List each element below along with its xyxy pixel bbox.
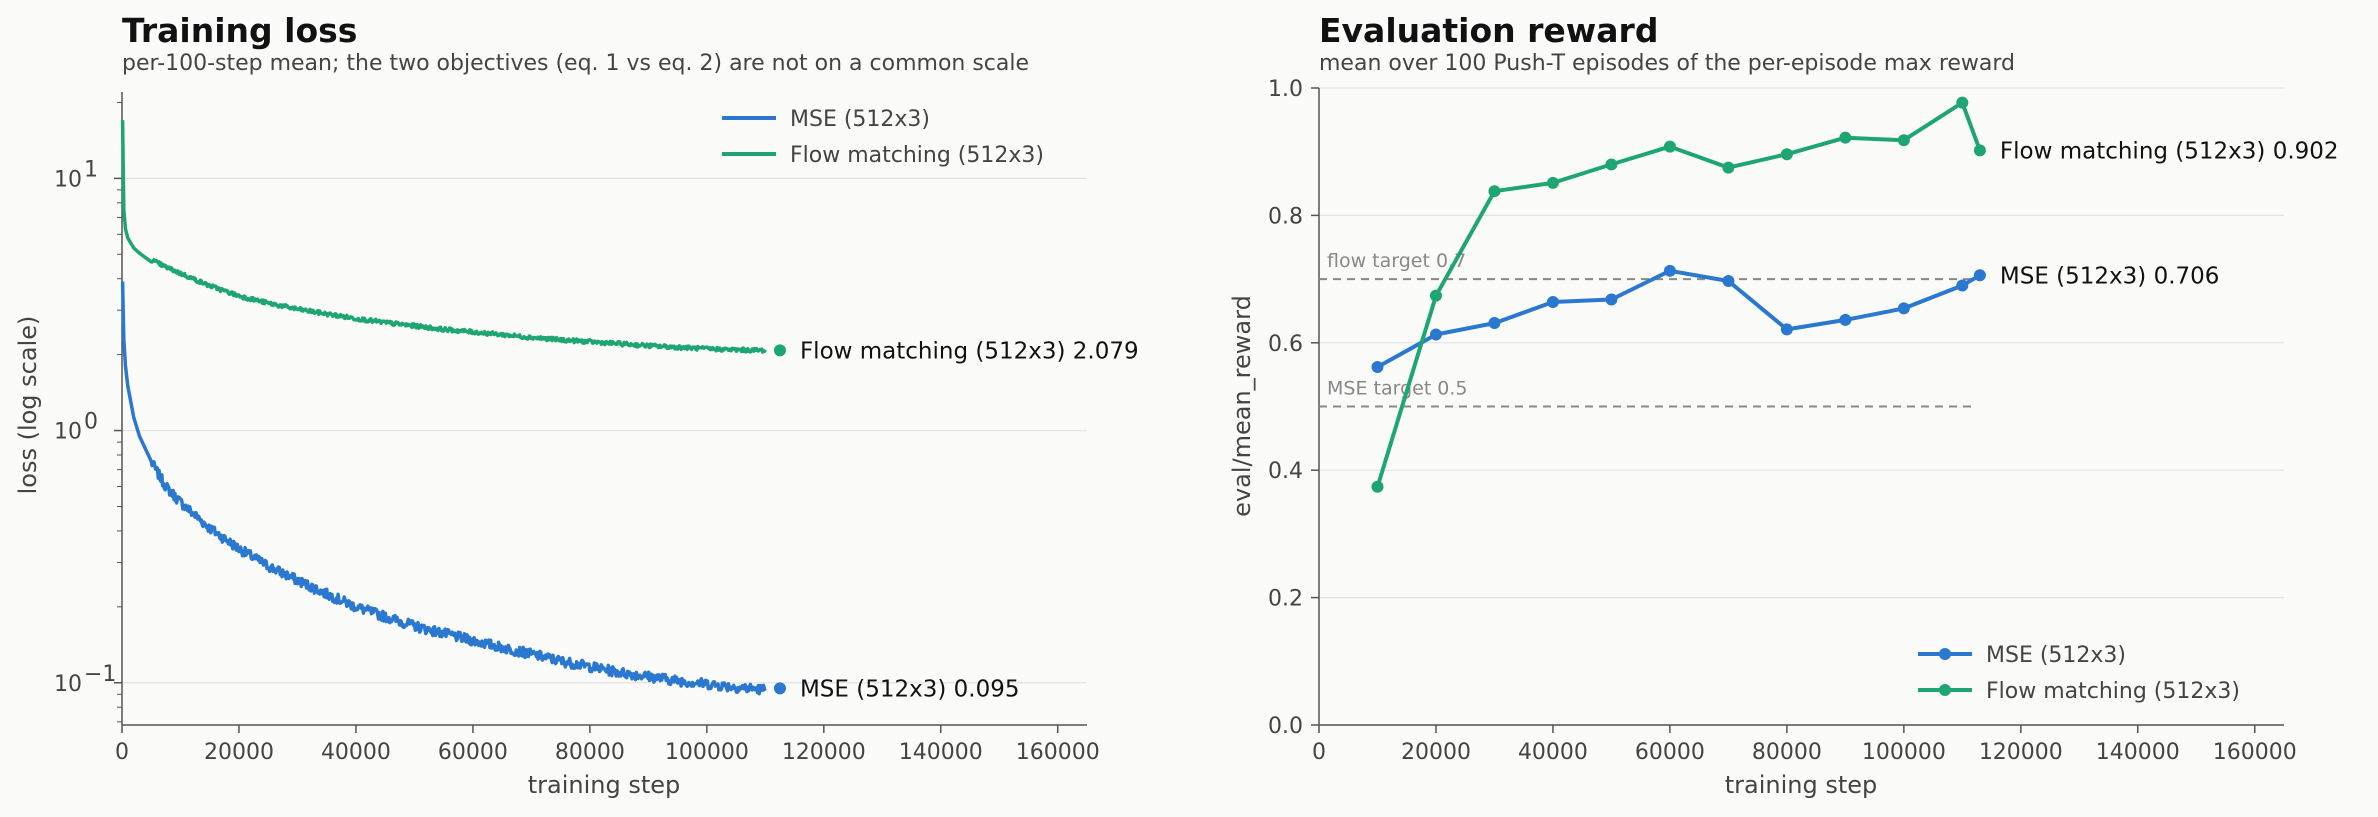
data-point xyxy=(1371,480,1384,493)
series-end-label: Flow matching (512x3) 0.902 xyxy=(2000,138,2339,164)
data-point xyxy=(1371,361,1384,374)
x-axis-label: training step xyxy=(1725,771,1878,799)
data-point xyxy=(1956,279,1969,292)
y-tick-label: 0.0 xyxy=(1268,714,1303,739)
y-tick-exponent: −1 xyxy=(84,662,116,687)
x-tick-label: 0 xyxy=(1312,740,1326,765)
plot-area: 0.0 0.2 0.4 0.6 0.8 1.0 0 20000 40000 60000 80000 1… xyxy=(1268,77,2339,765)
legend: MSE (512x3) Flow matching (512x3) xyxy=(722,107,1044,168)
series-line xyxy=(1376,268,1981,369)
x-tick-label: 20000 xyxy=(204,740,274,765)
x-tick-label: 120000 xyxy=(1979,740,2063,765)
data-point xyxy=(1897,302,1910,315)
panel-title: Training loss xyxy=(122,11,357,50)
data-point xyxy=(1973,144,1986,157)
series-end-point xyxy=(773,344,786,357)
data-point xyxy=(1973,269,1986,282)
legend-marker-flow xyxy=(1939,684,1951,696)
x-tick-label: 140000 xyxy=(2096,740,2180,765)
x-axis-label: training step xyxy=(528,771,681,799)
y-tick-exponent: 1 xyxy=(84,157,98,182)
panel-evaluation-reward: Evaluation reward mean over 100 Push-T e… xyxy=(1228,11,2339,799)
x-tick-label: 80000 xyxy=(1752,740,1822,765)
legend-label-mse: MSE (512x3) xyxy=(1986,643,2126,668)
x-tick-label: 80000 xyxy=(555,740,625,765)
data-point xyxy=(1488,317,1501,330)
x-tick-label: 140000 xyxy=(899,740,983,765)
series-end-label: Flow matching (512x3) 2.079 xyxy=(800,338,1139,364)
x-tick-label: 40000 xyxy=(1518,740,1588,765)
data-point xyxy=(1839,131,1852,144)
y-tick-label: 0.6 xyxy=(1268,332,1303,357)
data-point xyxy=(1605,158,1618,171)
data-point xyxy=(1722,275,1735,288)
y-tick-exponent: 0 xyxy=(84,410,98,435)
reference-line-label: MSE target 0.5 xyxy=(1327,378,1468,400)
panel-title: Evaluation reward xyxy=(1319,11,1658,50)
y-axis-label: eval/mean_reward xyxy=(1228,295,1256,517)
data-point xyxy=(1429,289,1442,302)
data-point xyxy=(1956,96,1969,109)
panel-subtitle: per-100-step mean; the two objectives (e… xyxy=(122,51,1029,76)
legend: MSE (512x3) Flow matching (512x3) xyxy=(1918,643,2240,704)
series-line xyxy=(120,281,767,696)
reference-line-label: flow target 0.7 xyxy=(1327,250,1466,272)
x-tick-label: 160000 xyxy=(1016,740,1100,765)
data-point xyxy=(1488,185,1501,198)
data-point xyxy=(1663,140,1676,153)
data-point xyxy=(1780,323,1793,336)
data-point xyxy=(1546,296,1559,309)
legend-label-mse: MSE (512x3) xyxy=(790,107,930,132)
x-tick-label: 60000 xyxy=(438,740,508,765)
data-point xyxy=(1897,134,1910,147)
x-tick-label: 20000 xyxy=(1401,740,1471,765)
y-tick-label: 10 xyxy=(54,167,82,192)
series-end-label: MSE (512x3) 0.095 xyxy=(800,676,1020,702)
data-point xyxy=(1429,328,1442,341)
data-point xyxy=(1605,293,1618,306)
series-line xyxy=(120,120,767,354)
y-tick-label: 0.2 xyxy=(1268,587,1303,612)
data-point xyxy=(1722,161,1735,174)
y-tick-label: 0.4 xyxy=(1268,459,1303,484)
x-tick-label: 160000 xyxy=(2213,740,2297,765)
y-tick-label: 1.0 xyxy=(1268,77,1303,102)
series-end-label: MSE (512x3) 0.706 xyxy=(2000,263,2220,289)
series-line xyxy=(1375,100,1982,488)
y-tick-label: 0.8 xyxy=(1268,204,1303,229)
plot-area: 10 −110 010 10 20000 40000 60000 80000 100000 120… xyxy=(54,92,1139,765)
data-point xyxy=(1839,313,1852,326)
panel-subtitle: mean over 100 Push-T episodes of the per… xyxy=(1319,51,2015,76)
y-tick-label: 10 xyxy=(54,672,82,697)
x-tick-label: 60000 xyxy=(1635,740,1705,765)
x-tick-label: 40000 xyxy=(321,740,391,765)
legend-marker-mse xyxy=(1939,648,1951,660)
data-point xyxy=(1663,264,1676,277)
legend-label-flow: Flow matching (512x3) xyxy=(1986,679,2240,704)
x-tick-label: 100000 xyxy=(1862,740,1946,765)
series-end-point xyxy=(773,682,786,695)
x-tick-label: 0 xyxy=(115,740,129,765)
y-axis-label: loss (log scale) xyxy=(14,316,42,495)
legend-label-flow: Flow matching (512x3) xyxy=(790,143,1044,168)
data-point xyxy=(1780,148,1793,161)
data-point xyxy=(1546,176,1559,189)
x-tick-label: 120000 xyxy=(782,740,866,765)
panel-training-loss: Training loss per-100-step mean; the two… xyxy=(14,11,1139,799)
y-tick-label: 10 xyxy=(54,420,82,445)
x-tick-label: 100000 xyxy=(665,740,749,765)
